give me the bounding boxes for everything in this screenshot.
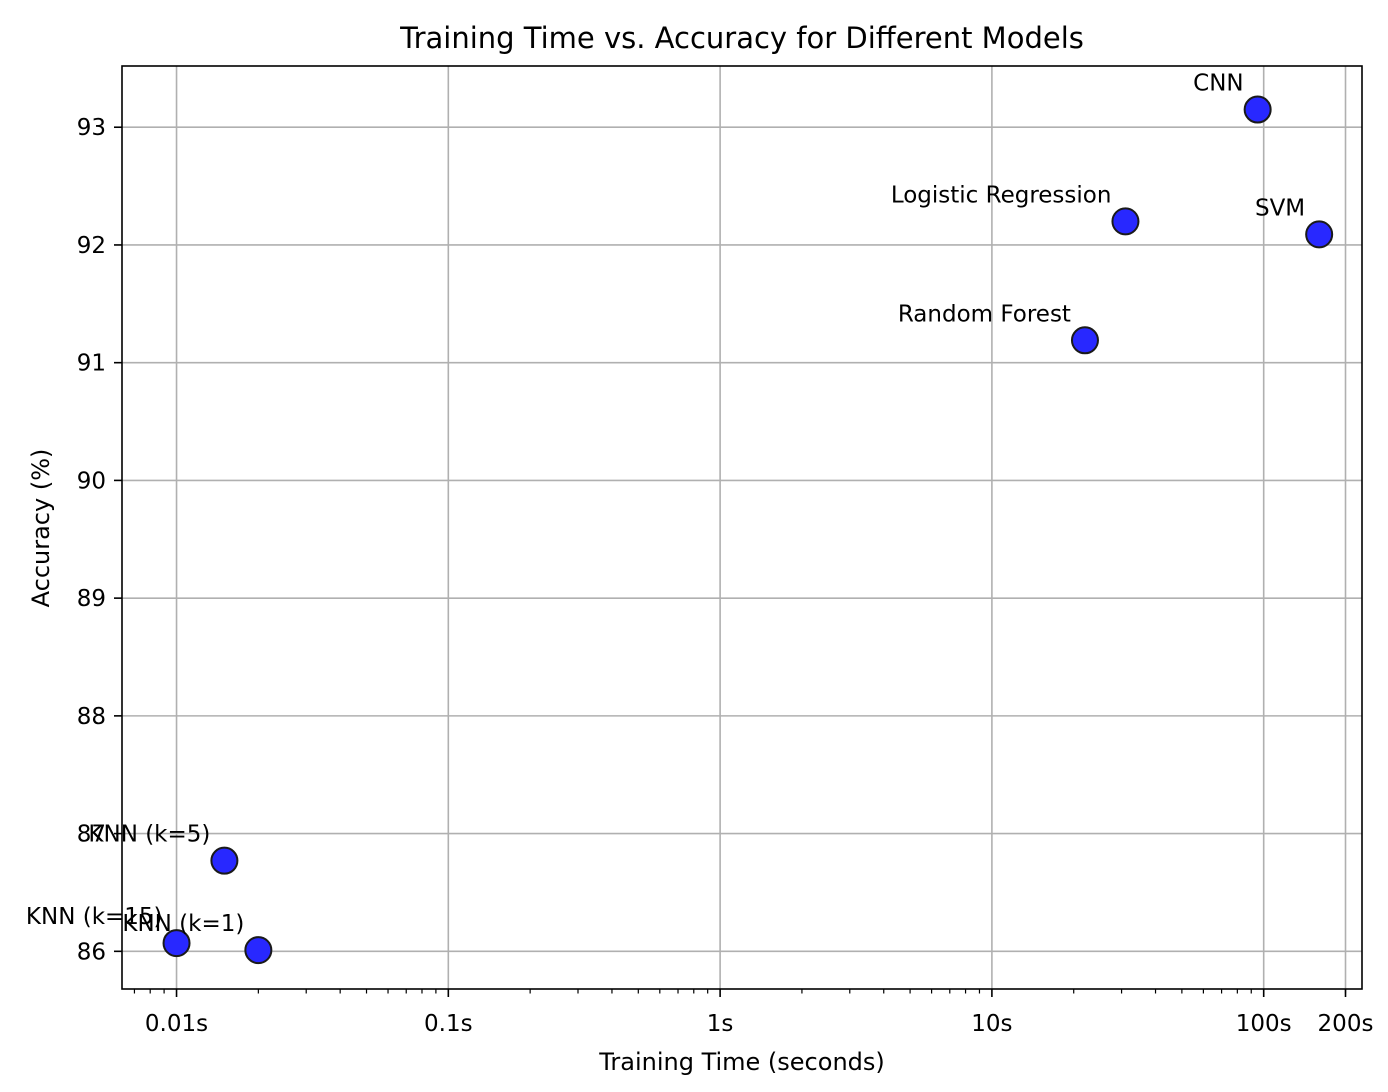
- y-tick-label: 91: [77, 351, 106, 377]
- y-tick-label: 89: [77, 586, 106, 612]
- y-tick-label: 92: [77, 233, 106, 259]
- point-label: Random Forest: [898, 301, 1071, 327]
- annotation-layer: KNN (k=1) KNN (k=5) KNN (k=15) Logistic Reg…: [26, 71, 1305, 938]
- point-label: KNN (k=5): [88, 822, 210, 848]
- point-label: KNN (k=15): [26, 904, 163, 930]
- y-tick-label: 86: [77, 939, 106, 965]
- data-point: [1111, 207, 1140, 236]
- y-tick-label: 93: [77, 115, 106, 141]
- point-label: CNN: [1193, 71, 1243, 97]
- x-tick-label: 100s: [1236, 1011, 1292, 1037]
- x-tick-label: 0.1s: [424, 1011, 473, 1037]
- x-tick-label: 200s: [1318, 1011, 1374, 1037]
- plot-frame: [121, 65, 1363, 990]
- tick-layer: 0.01s 0.1s 1s 10s 100s 200s 86 87 88 89 90 91 92 93: [77, 115, 1374, 1037]
- data-point: [1305, 220, 1334, 249]
- point-label: KNN (k=1): [122, 911, 244, 937]
- chart-title: Training Time vs. Accuracy for Different…: [399, 21, 1084, 55]
- data-point: [162, 929, 191, 958]
- x-tick-label: 1s: [707, 1011, 734, 1037]
- point-label: Logistic Regression: [891, 182, 1112, 208]
- x-axis-label: Training Time (seconds): [598, 1048, 885, 1076]
- x-tick-label: 10s: [971, 1011, 1012, 1037]
- x-tick-label: 0.01s: [145, 1011, 208, 1037]
- data-point: [1070, 326, 1099, 355]
- data-point: [1243, 95, 1272, 124]
- data-point: [244, 936, 273, 965]
- point-label: SVM: [1255, 195, 1305, 221]
- data-point: [210, 846, 239, 875]
- y-tick-label: 90: [77, 468, 106, 494]
- grid-layer: [122, 66, 1362, 989]
- point-layer: [162, 95, 1334, 965]
- y-tick-label: 87: [77, 822, 106, 848]
- y-axis-label: Accuracy (%): [27, 449, 55, 608]
- y-tick-label: 88: [77, 704, 106, 730]
